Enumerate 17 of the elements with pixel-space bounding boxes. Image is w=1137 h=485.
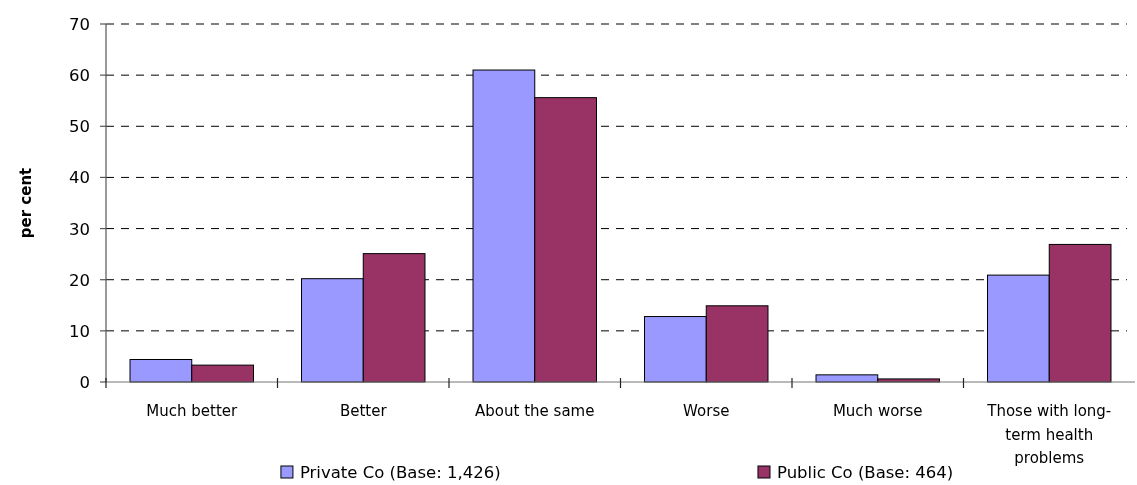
y-tick-label: 70 [69,14,90,34]
x-tick-label: Much worse [832,402,923,420]
y-tick-label: 10 [69,321,90,341]
y-tick-label: 0 [79,372,90,392]
legend-label: Public Co (Base: 464) [776,462,954,482]
y-tick-label: 60 [69,66,90,86]
y-tick-label: 30 [69,219,90,239]
y-tick-label: 50 [69,117,90,137]
y-axis-title: per cent [17,167,35,239]
y-tick-label: 20 [69,270,90,290]
x-tick-label: Worse [683,402,730,420]
x-tick-label: About the same [475,402,595,420]
legend-label: Private Co (Base: 1,426) [299,462,501,482]
x-tick-label: Much better [146,402,239,420]
x-tick-label: Better [339,402,388,420]
y-tick-label: 40 [69,168,90,188]
x-tick-label: Those with long-term health problems [986,402,1112,467]
